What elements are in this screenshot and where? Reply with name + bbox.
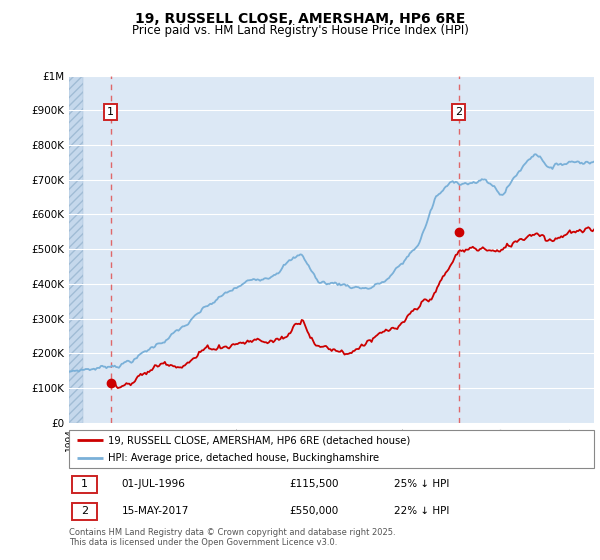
Text: 19, RUSSELL CLOSE, AMERSHAM, HP6 6RE (detached house): 19, RUSSELL CLOSE, AMERSHAM, HP6 6RE (de…: [109, 435, 410, 445]
FancyBboxPatch shape: [69, 430, 594, 468]
Text: 19, RUSSELL CLOSE, AMERSHAM, HP6 6RE: 19, RUSSELL CLOSE, AMERSHAM, HP6 6RE: [135, 12, 465, 26]
FancyBboxPatch shape: [71, 503, 97, 520]
Text: 22% ↓ HPI: 22% ↓ HPI: [395, 506, 450, 516]
Text: Contains HM Land Registry data © Crown copyright and database right 2025.
This d: Contains HM Land Registry data © Crown c…: [69, 528, 395, 547]
Text: HPI: Average price, detached house, Buckinghamshire: HPI: Average price, detached house, Buck…: [109, 452, 380, 463]
Text: 2: 2: [455, 107, 462, 117]
Text: 25% ↓ HPI: 25% ↓ HPI: [395, 479, 450, 489]
FancyBboxPatch shape: [71, 476, 97, 493]
Text: 01-JUL-1996: 01-JUL-1996: [121, 479, 185, 489]
Polygon shape: [69, 58, 83, 423]
Text: £550,000: £550,000: [290, 506, 339, 516]
Text: 2: 2: [80, 506, 88, 516]
Text: £115,500: £115,500: [290, 479, 339, 489]
Text: Price paid vs. HM Land Registry's House Price Index (HPI): Price paid vs. HM Land Registry's House …: [131, 24, 469, 36]
Text: 15-MAY-2017: 15-MAY-2017: [121, 506, 189, 516]
Text: 1: 1: [107, 107, 114, 117]
Text: 1: 1: [81, 479, 88, 489]
